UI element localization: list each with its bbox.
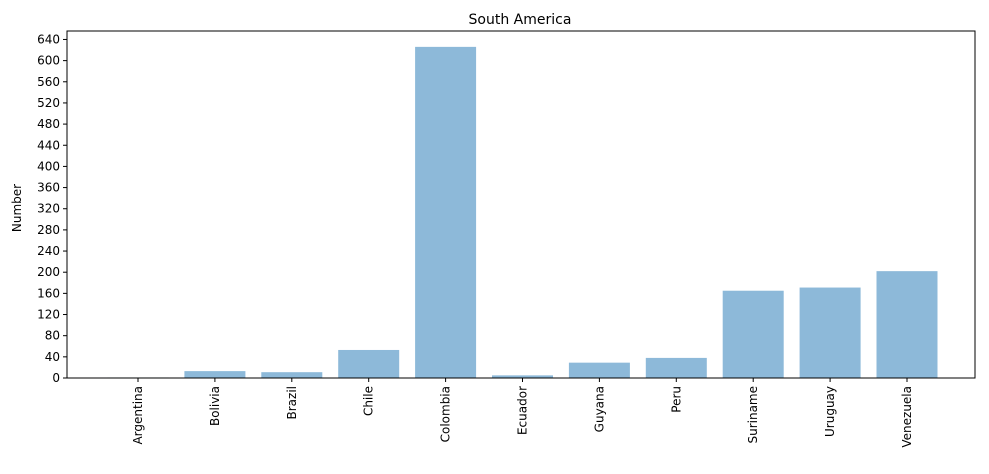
x-tick-label: Brazil [285,386,299,420]
plot-frame [66,30,976,379]
x-tick-label: Uruguay [823,386,837,437]
x-tick-label: Colombia [439,386,453,442]
y-tick-label: 160 [37,286,60,300]
x-tick-label: Bolivia [208,386,222,426]
x-tick-label: Argentina [131,386,145,445]
y-tick-label: 440 [37,138,60,152]
x-axis: Argentina Bolivia Brazil Chile Colombia Ecuad… [131,378,914,448]
y-tick-label: 400 [37,159,60,173]
y-axis: 0 40 80 120 160 200 240 280 320 360 400 440 480 520 56… [37,32,67,385]
y-tick-label: 320 [37,202,60,216]
x-tick-label: Chile [362,386,376,416]
bar-colombia [415,46,477,379]
bar-uruguay [799,287,861,378]
bar-ecuador [492,375,553,378]
y-tick-label: 640 [37,32,60,46]
y-tick-label: 600 [37,54,60,68]
y-tick-label: 360 [37,181,60,195]
y-tick-label: 480 [37,117,60,131]
x-tick-label: Guyana [592,386,606,432]
x-tick-label: Suriname [746,386,760,444]
bar-suriname [722,290,784,378]
bar-brazil [261,372,323,378]
y-tick-label: 560 [37,75,60,89]
bar-peru [645,357,707,378]
bar-guyana [568,362,630,378]
y-tick-label: 240 [37,244,60,258]
y-tick-label: 80 [45,329,60,343]
x-tick-label: Peru [669,386,683,413]
y-tick-label: 120 [37,308,60,322]
x-tick-label: Ecuador [516,386,530,435]
y-tick-label: 280 [37,223,60,237]
y-tick-label: 40 [45,350,60,364]
y-tick-label: 0 [52,371,60,385]
y-axis-label: Number [10,184,24,232]
x-tick-label: Venezuela [900,386,914,448]
chart-title: South America [469,12,572,28]
y-tick-label: 520 [37,96,60,110]
bar-bolivia [184,371,246,378]
bar-venezuela [876,271,938,378]
y-tick-label: 200 [37,265,60,279]
bars-layer [107,46,938,379]
bar-chile [338,349,400,378]
